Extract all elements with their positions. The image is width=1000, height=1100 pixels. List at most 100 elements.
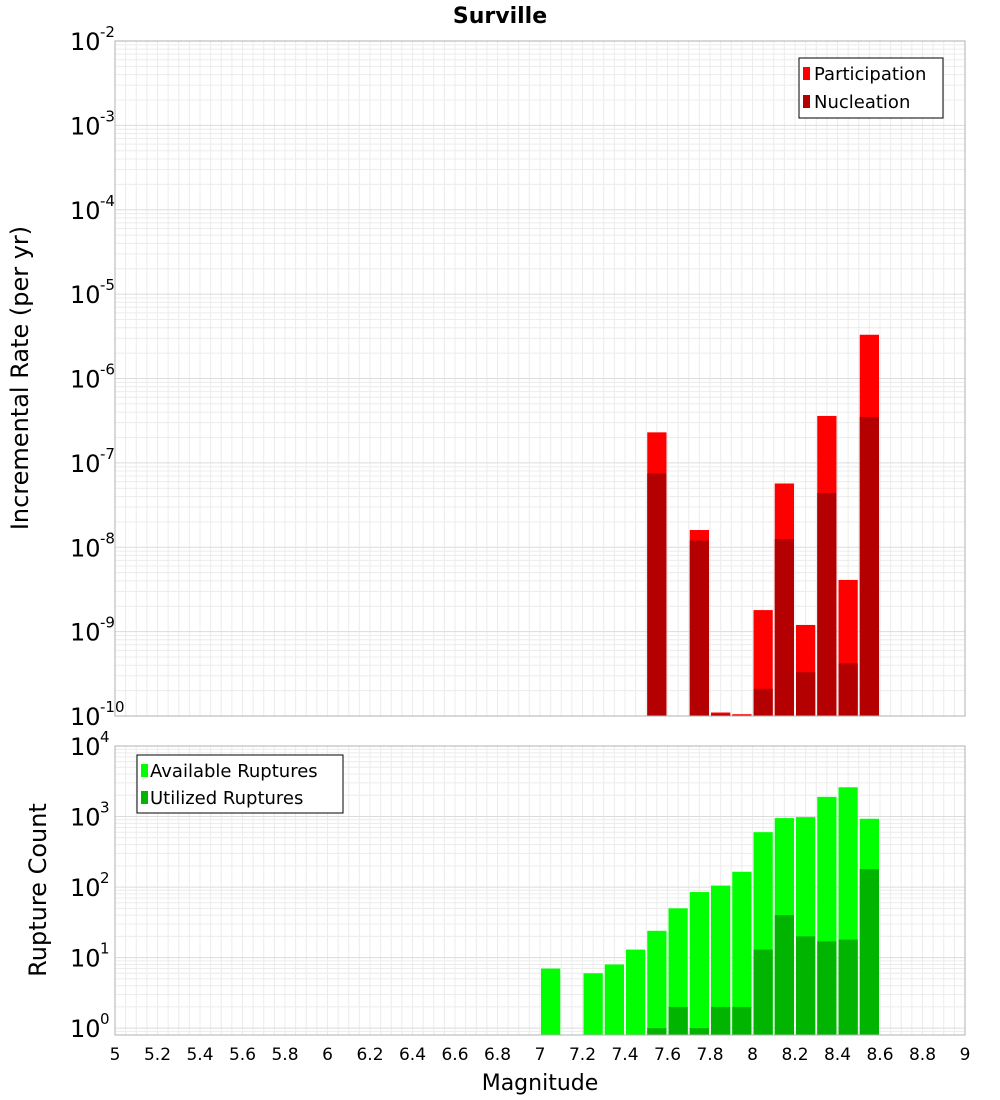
x-ticks: 5 5.2 5.4 5.6 5.8 6 6.2 6.4 6.6 6.8 7 7.2 7.4 7.6 7.8 8…	[110, 1045, 971, 1065]
x-tick-label: 6.2	[356, 1045, 383, 1065]
y-tick-label: 10	[70, 733, 101, 761]
y-tick-label: 10	[70, 619, 101, 647]
y-tick-label: 10	[70, 945, 101, 973]
chart-title: Surville	[453, 4, 547, 29]
rate-y-axis-label: Incremental Rate (per yr)	[6, 226, 34, 530]
participation-legend-label: Participation	[814, 64, 926, 85]
x-tick-label: 8	[747, 1045, 758, 1065]
y-tick-exponent: -9	[100, 614, 115, 632]
y-tick-label: 10	[70, 874, 101, 902]
x-tick-label: 7.6	[654, 1045, 681, 1065]
x-tick-label: 5	[110, 1045, 121, 1065]
count-bars	[541, 787, 879, 1035]
utilized-bar	[753, 949, 773, 1035]
participation-bar	[732, 714, 752, 716]
y-tick-exponent: -5	[100, 276, 115, 294]
available-legend-label: Available Ruptures	[150, 761, 318, 782]
available-bar	[604, 964, 624, 1035]
x-tick-label: 7.4	[611, 1045, 638, 1065]
x-tick-label: 8.2	[781, 1045, 808, 1065]
utilized-bar	[859, 869, 879, 1035]
nucleation-legend-label: Nucleation	[814, 92, 910, 113]
available-bar	[711, 885, 731, 1035]
nucleation-bar	[859, 416, 879, 716]
count-plot-border	[114, 745, 966, 1036]
nucleation-bar	[647, 473, 667, 716]
nucleation-bar	[817, 492, 837, 716]
available-bar	[626, 949, 646, 1035]
y-tick-exponent: 0	[100, 1010, 110, 1028]
participation-legend-swatch	[803, 67, 810, 80]
y-tick-label: 10	[70, 197, 101, 225]
y-tick-label: 10	[70, 28, 101, 56]
x-tick-label: 5.6	[229, 1045, 256, 1065]
rate-legend-box	[798, 57, 944, 119]
utilized-bar	[796, 936, 816, 1035]
rate-plot-border	[114, 40, 966, 717]
nucleation-bar	[838, 663, 858, 716]
x-tick-label: 7.8	[696, 1045, 723, 1065]
x-tick-label: 6.6	[441, 1045, 468, 1065]
y-tick-label: 10	[70, 366, 101, 394]
y-tick-exponent: -3	[100, 107, 115, 125]
available-legend-swatch	[141, 764, 148, 777]
x-tick-label: 8.4	[824, 1045, 851, 1065]
available-bar	[647, 930, 667, 1035]
utilized-bar	[817, 941, 837, 1035]
nucleation-bar	[796, 672, 816, 716]
count-legend: Available Ruptures Utilized Ruptures	[136, 754, 344, 814]
y-tick-label: 10	[70, 534, 101, 562]
y-tick-exponent: -8	[100, 529, 115, 547]
utilized-bar	[838, 939, 858, 1035]
available-bar	[689, 892, 709, 1035]
y-tick-label: 10	[70, 703, 101, 731]
available-bar	[541, 968, 561, 1035]
y-tick-label: 10	[70, 804, 101, 832]
y-tick-exponent: -7	[100, 445, 115, 463]
rate-grid	[114, 40, 966, 717]
y-tick-label: 10	[70, 1015, 101, 1043]
y-tick-exponent: 2	[100, 869, 110, 887]
x-tick-label: 5.4	[186, 1045, 213, 1065]
y-tick-exponent: -4	[100, 192, 115, 210]
utilized-bar	[689, 1028, 709, 1035]
y-tick-exponent: -10	[100, 698, 125, 716]
nucleation-bar	[689, 540, 709, 716]
nucleation-bar	[753, 688, 773, 716]
utilized-bar	[732, 1006, 752, 1035]
available-bar	[732, 871, 752, 1035]
utilized-bar	[647, 1028, 667, 1035]
utilized-bar	[668, 1006, 688, 1035]
count-y-axis-label: Rupture Count	[24, 803, 52, 977]
rate-legend: Participation Nucleation	[798, 57, 944, 119]
x-tick-label: 9	[960, 1045, 971, 1065]
nucleation-bar	[711, 714, 731, 716]
available-bar	[583, 973, 603, 1035]
y-tick-label: 10	[70, 450, 101, 478]
y-tick-label: 10	[70, 112, 101, 140]
y-tick-label: 10	[70, 281, 101, 309]
rate-bars	[647, 334, 879, 716]
utilized-legend-label: Utilized Ruptures	[150, 788, 303, 809]
count-legend-box	[136, 754, 344, 814]
x-tick-label: 5.2	[144, 1045, 171, 1065]
y-tick-exponent: 3	[100, 799, 110, 817]
x-tick-label: 5.8	[271, 1045, 298, 1065]
x-tick-label: 7.2	[569, 1045, 596, 1065]
x-axis-label: Magnitude	[482, 1071, 599, 1096]
y-tick-exponent: -6	[100, 361, 115, 379]
available-bar	[668, 908, 688, 1035]
x-tick-label: 7	[535, 1045, 546, 1065]
y-tick-exponent: 4	[100, 728, 110, 746]
x-tick-label: 8.6	[866, 1045, 893, 1065]
y-tick-exponent: -2	[100, 23, 115, 41]
nucleation-legend-swatch	[803, 95, 810, 108]
y-tick-exponent: 1	[100, 940, 110, 958]
x-tick-label: 6.8	[484, 1045, 511, 1065]
x-tick-label: 6	[322, 1045, 333, 1065]
